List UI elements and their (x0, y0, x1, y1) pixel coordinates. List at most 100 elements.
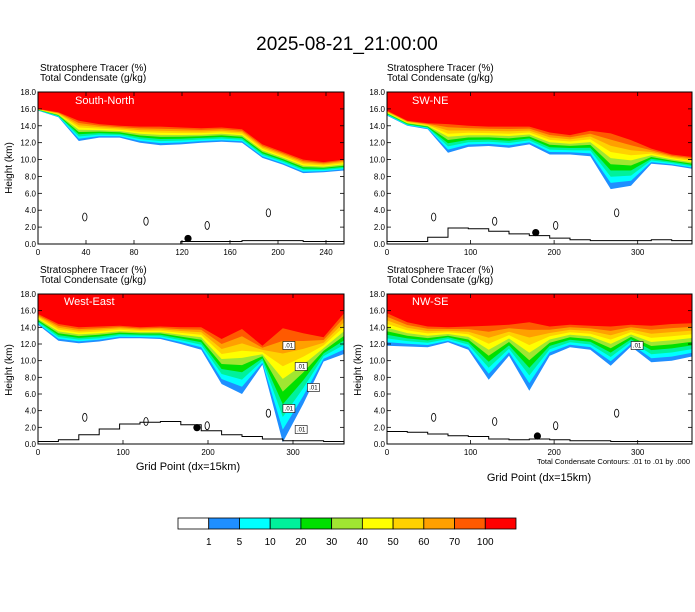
contour-label: .01 (285, 344, 294, 350)
y-tick-label: 10.0 (20, 357, 36, 366)
y-axis-title: Height (km) (4, 344, 15, 396)
y-tick-label: 4.0 (25, 206, 37, 215)
y-tick-label: 0.0 (374, 240, 386, 249)
panel-south-north: Stratosphere Tracer (%) Total Condensate… (4, 63, 345, 257)
contour-label: .01 (285, 407, 294, 413)
colorbar-swatch (177, 517, 210, 530)
y-tick-label: 14.0 (369, 323, 385, 332)
y-tick-label: 14.0 (20, 122, 36, 131)
colorbar-label: 50 (388, 537, 400, 548)
y-tick-label: 8.0 (374, 172, 386, 181)
condensate-contour (614, 208, 620, 218)
y-tick-label: 8.0 (25, 172, 37, 181)
tracer-band-10 (38, 92, 344, 163)
contour-label: .01 (633, 344, 642, 350)
plot-frame (37, 91, 345, 245)
colorbar-swatch (208, 517, 240, 530)
y-tick-label: 14.0 (20, 323, 36, 332)
x-tick-label: 160 (223, 248, 237, 257)
colorbar-swatch (484, 517, 517, 530)
condensate-contour (265, 408, 271, 418)
terrain-line (38, 240, 344, 244)
region-label: West-East (64, 296, 115, 308)
y-tick-label: 12.0 (20, 340, 36, 349)
y-tick-label: 0.0 (25, 240, 37, 249)
y-tick-label: 10.0 (369, 357, 385, 366)
condensate-contour (553, 221, 559, 230)
x-axis-title: Grid Point (dx=15km) (487, 472, 591, 484)
x-tick-label: 300 (286, 448, 300, 457)
condensate-contour (553, 421, 559, 431)
panel-label-tracer: Stratosphere Tracer (%) (387, 63, 494, 74)
station-marker (532, 228, 540, 237)
contour-note: Total Condensate Contours: .01 to .01 by… (537, 457, 690, 466)
panel-label-condensate: Total Condensate (g/kg) (387, 73, 493, 84)
colorbar-swatch (239, 517, 271, 530)
y-tick-label: 12.0 (20, 139, 36, 148)
region-label: NW-SE (412, 296, 448, 308)
condensate-contour (82, 412, 88, 422)
y-tick-label: 6.0 (25, 189, 37, 198)
tracer-band-10 (38, 294, 344, 346)
region-label: South-North (75, 95, 134, 107)
x-axis-title: Grid Point (dx=15km) (136, 461, 240, 473)
y-tick-label: 0.0 (374, 440, 386, 449)
contour-label: .01 (309, 386, 318, 392)
tracer-band-10 (387, 294, 692, 328)
colorbar-swatch (300, 517, 333, 530)
contour-label: .01 (297, 365, 306, 371)
x-tick-label: 100 (464, 248, 478, 257)
y-tick-label: 2.0 (25, 223, 37, 232)
condensate-contour (492, 417, 498, 426)
plot-area (387, 294, 692, 444)
y-tick-label: 10.0 (20, 156, 36, 165)
panel-west-east: Stratosphere Tracer (%) Total Condensate… (4, 265, 345, 473)
x-tick-label: 200 (201, 448, 215, 457)
y-tick-label: 4.0 (374, 206, 386, 215)
y-tick-label: 6.0 (25, 390, 37, 399)
tracer-band-10 (387, 92, 692, 157)
colorbar-label: 100 (477, 537, 494, 548)
y-tick-label: 6.0 (374, 189, 386, 198)
condensate-contour (143, 417, 149, 426)
y-tick-label: 10.0 (369, 156, 385, 165)
x-tick-label: 240 (319, 248, 333, 257)
y-tick-label: 0.0 (25, 440, 37, 449)
x-tick-label: 40 (82, 248, 91, 257)
colorbar-label: 40 (357, 537, 369, 548)
condensate-contour (431, 212, 437, 222)
colorbar-swatch (331, 517, 363, 530)
y-tick-label: 12.0 (369, 340, 385, 349)
figure-title: 2025-08-21_21:00:00 (256, 34, 438, 55)
y-tick-label: 18.0 (369, 290, 385, 299)
x-tick-label: 200 (547, 248, 561, 257)
terrain-line (38, 421, 344, 442)
panel-label-tracer: Stratosphere Tracer (%) (40, 265, 147, 276)
y-tick-label: 2.0 (374, 423, 386, 432)
x-tick-label: 100 (116, 448, 130, 457)
panel-label-condensate: Total Condensate (g/kg) (40, 275, 146, 286)
colorbar: 1 5 10 20 30 40 50 60 70 100 (177, 517, 517, 548)
y-tick-label: 18.0 (20, 88, 36, 97)
y-tick-label: 8.0 (374, 373, 386, 382)
x-tick-label: 200 (547, 448, 561, 457)
contour-label: .01 (297, 428, 306, 434)
y-tick-label: 16.0 (20, 307, 36, 316)
condensate-contour (265, 208, 271, 218)
station-marker (533, 432, 542, 440)
colorbar-swatch (423, 517, 455, 530)
y-tick-label: 2.0 (25, 423, 37, 432)
y-tick-label: 18.0 (369, 88, 385, 97)
contour-label-box (282, 404, 296, 413)
colorbar-label: 10 (265, 537, 277, 548)
condensate-contour (614, 408, 620, 418)
plot-area (38, 294, 344, 444)
contour-label-box (294, 362, 308, 371)
panel-nw-se: Stratosphere Tracer (%) Total Condensate… (353, 265, 693, 484)
x-tick-label: 0 (385, 248, 390, 257)
terrain-line (387, 227, 692, 242)
panel-label-condensate: Total Condensate (g/kg) (387, 275, 493, 286)
terrain-line (387, 431, 692, 442)
colorbar-label: 1 (206, 537, 212, 548)
